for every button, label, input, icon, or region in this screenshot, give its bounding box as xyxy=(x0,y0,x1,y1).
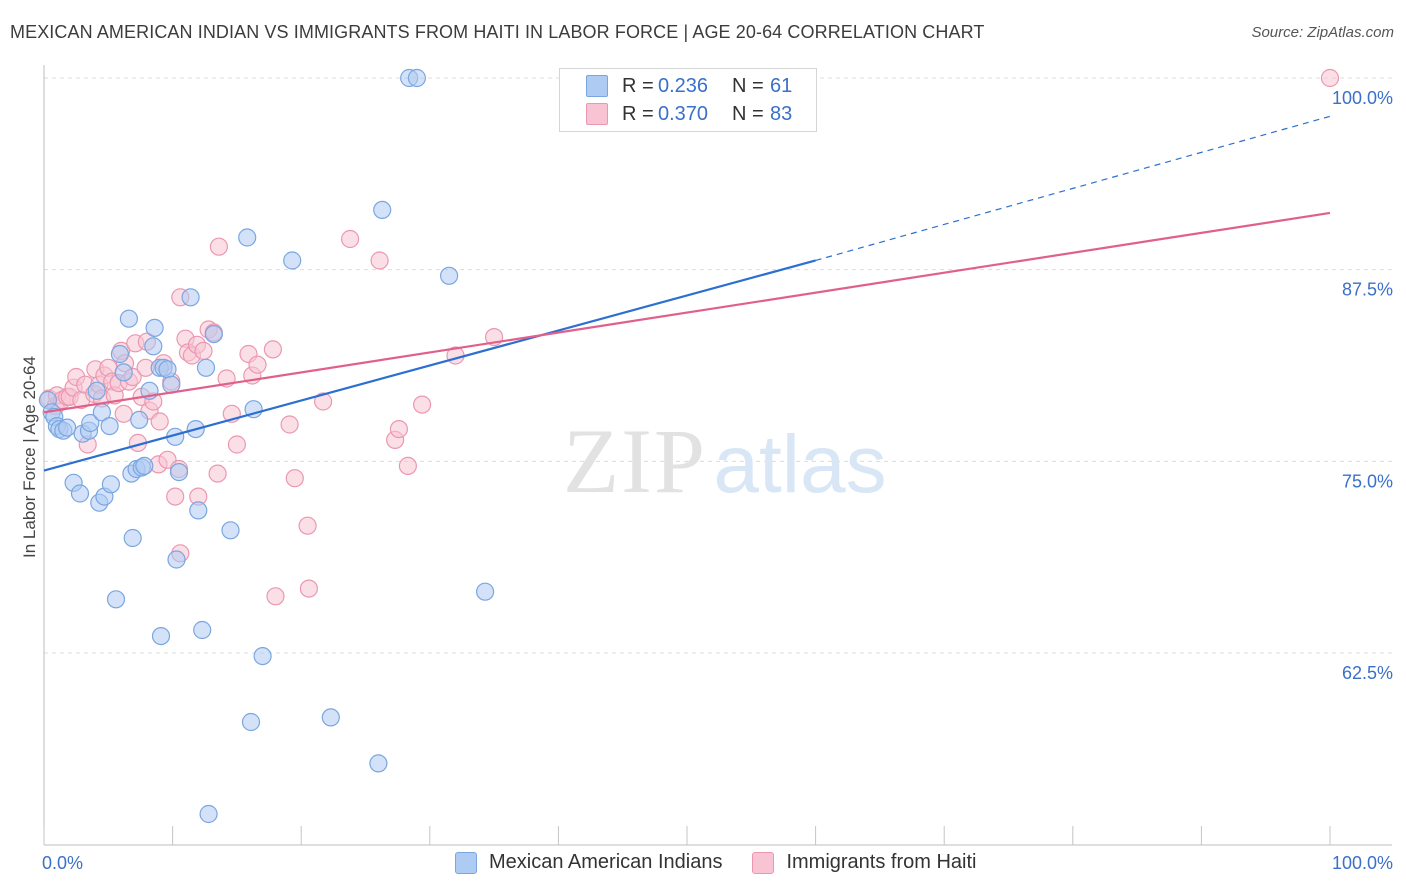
bottom-legend-swatch-pink xyxy=(752,851,775,874)
pink-point xyxy=(413,395,432,414)
legend-box: R = 0.236 N = 61 R = 0.370 N = 83 xyxy=(559,68,817,132)
blue-point xyxy=(373,200,392,219)
blue-point xyxy=(440,266,459,285)
pink-point xyxy=(298,516,317,535)
trend-layer xyxy=(43,115,1331,472)
legend-row-blue: R = 0.236 N = 61 xyxy=(586,73,792,99)
blue-point xyxy=(204,325,223,344)
blue-point xyxy=(110,344,130,364)
blue-point xyxy=(57,418,77,437)
legend-row-pink: R = 0.370 N = 83 xyxy=(586,101,792,127)
pink-point xyxy=(341,229,360,249)
bottom-legend-label: Mexican American Indians xyxy=(489,851,723,873)
bottom-legend-swatch-blue xyxy=(455,851,477,874)
legend-n-label: N = xyxy=(732,102,764,125)
blue-point xyxy=(114,363,133,382)
pink-point xyxy=(114,404,133,423)
pink-point xyxy=(370,251,389,270)
source-label: Source: ZipAtlas.com xyxy=(1251,24,1394,41)
blue-point xyxy=(169,463,189,482)
blue-trend-line xyxy=(43,259,816,472)
blue-point xyxy=(87,381,106,400)
blue-point xyxy=(106,590,126,609)
legend-r-label: R = xyxy=(622,102,654,125)
pink-point xyxy=(209,237,228,256)
blue-point xyxy=(135,456,154,475)
legend-n-value: 61 xyxy=(770,74,793,97)
blue-point xyxy=(158,360,177,379)
legend-swatch-blue xyxy=(586,75,608,97)
blue-point xyxy=(238,228,257,247)
blue-point xyxy=(144,337,163,356)
blue-point xyxy=(119,309,138,328)
blue-point xyxy=(167,550,186,569)
pink-point xyxy=(389,420,408,439)
bottom-legend-item-blue: Mexican American Indians xyxy=(455,851,722,874)
bottom-legend-label: Immigrants from Haiti xyxy=(786,851,977,873)
pink-point xyxy=(263,340,282,359)
pink-point xyxy=(194,341,213,360)
legend-n-value: 83 xyxy=(770,102,793,125)
blue-point xyxy=(407,68,426,88)
blue-trend-extension xyxy=(815,115,1331,262)
blue-point xyxy=(221,521,240,540)
blue-point xyxy=(241,712,261,732)
y-tick-label: 87.5% xyxy=(1342,280,1393,300)
pink-point xyxy=(285,469,304,488)
pink-trend-line xyxy=(43,211,1331,414)
bottom-legend-item-pink: Immigrants from Haiti xyxy=(752,851,976,874)
legend-n-label: N = xyxy=(732,74,764,97)
blue-point xyxy=(253,646,272,666)
y-axis-label: In Labor Force | Age 20-64 xyxy=(20,356,39,558)
pink-point xyxy=(166,487,185,506)
blue-point xyxy=(130,410,149,429)
pink-point xyxy=(150,412,169,431)
pink-point xyxy=(280,415,299,434)
blue-point xyxy=(181,288,200,307)
pink-point xyxy=(398,456,417,475)
blue-point xyxy=(123,528,142,548)
blue-point xyxy=(283,251,302,270)
blue-point xyxy=(193,620,212,640)
blue-point xyxy=(151,626,171,646)
blue-point xyxy=(199,804,218,824)
axes-layer xyxy=(43,65,1392,846)
x-tick-label: 0.0% xyxy=(42,853,83,873)
blue-point xyxy=(81,413,100,433)
watermark-zip: ZIP xyxy=(563,410,707,512)
blue-point xyxy=(369,754,388,773)
legend-swatch-pink xyxy=(586,103,608,125)
pink-point xyxy=(248,355,267,374)
pink-point xyxy=(227,435,246,454)
watermark: ZIP atlas xyxy=(563,410,887,512)
blue-point xyxy=(189,501,208,520)
legend-r-value: 0.370 xyxy=(658,102,709,125)
pink-point xyxy=(266,587,285,606)
labels-layer: 100.0% 87.5% 75.0% 62.5% 0.0% 100.0% In Labor … xyxy=(20,88,1393,873)
blue-point xyxy=(321,708,340,727)
watermark-atlas: atlas xyxy=(713,419,886,510)
y-tick-label: 75.0% xyxy=(1342,471,1393,491)
pink-point xyxy=(299,579,318,598)
blue-point xyxy=(70,484,90,503)
bottom-legend: Mexican American Indians Immigrants from… xyxy=(455,851,1006,874)
chart-title: MEXICAN AMERICAN INDIAN VS IMMIGRANTS FR… xyxy=(10,22,985,42)
legend-r-value: 0.236 xyxy=(658,74,709,97)
y-tick-label: 62.5% xyxy=(1342,663,1393,683)
y-tick-label: 100.0% xyxy=(1332,88,1393,108)
blue-point xyxy=(101,475,121,494)
pink-point xyxy=(314,392,333,411)
x-tick-label: 100.0% xyxy=(1332,853,1393,873)
blue-point xyxy=(196,358,216,377)
blue-point xyxy=(145,318,164,337)
pink-point xyxy=(208,464,227,483)
pink-point xyxy=(1320,68,1340,88)
legend-r-label: R = xyxy=(622,74,654,97)
grid-layer xyxy=(44,77,1392,654)
blue-point xyxy=(476,582,495,601)
blue-point xyxy=(100,417,119,436)
